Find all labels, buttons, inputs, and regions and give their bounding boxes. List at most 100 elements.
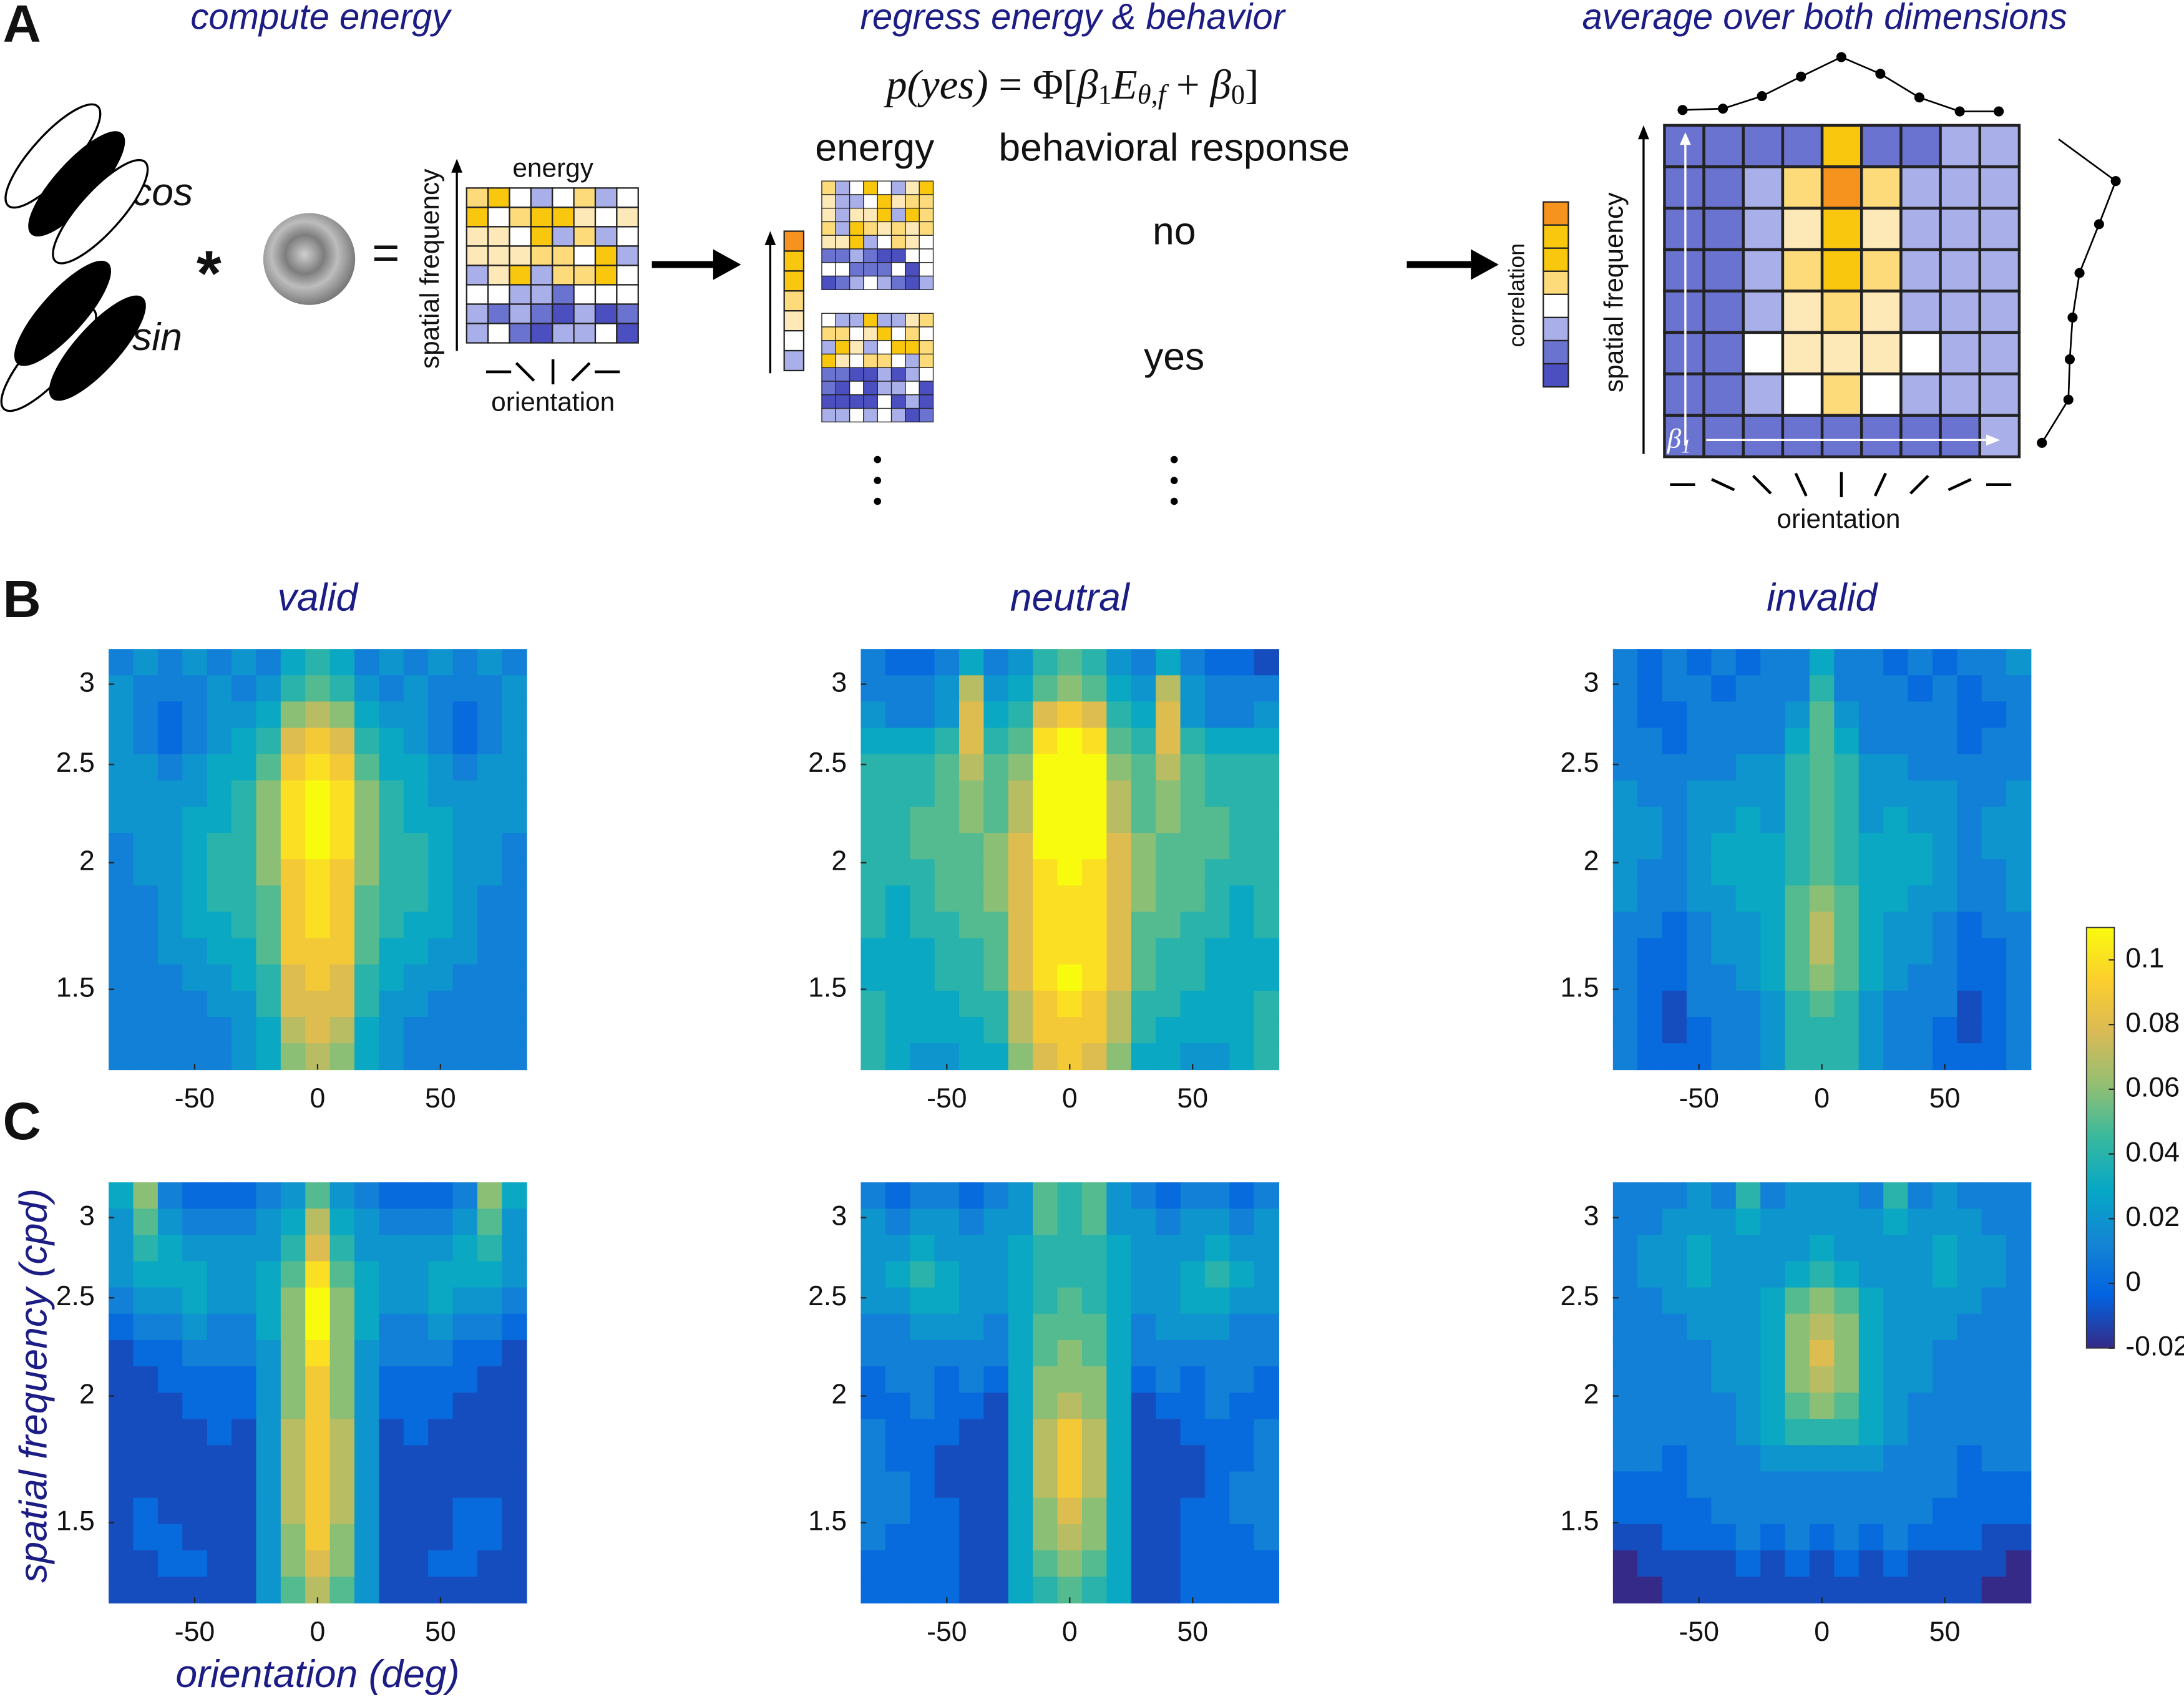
- heatmap-cell: [1033, 990, 1058, 1018]
- heatmap-cell: [280, 1313, 306, 1341]
- heatmap-cell: [207, 649, 232, 676]
- heatmap-cell: [1957, 964, 1982, 991]
- heatmap-cell: [232, 1445, 257, 1472]
- heatmap-cell: [2006, 964, 2032, 991]
- schematic-cell: [835, 340, 851, 355]
- heatmap-cell: [1883, 859, 1909, 887]
- heatmap-cell: [1057, 780, 1083, 807]
- schematic-cell: [466, 323, 489, 344]
- heatmap-cell: [1033, 938, 1058, 965]
- heatmap-cell: [910, 1340, 935, 1367]
- schematic-cell: [509, 323, 532, 344]
- heatmap-cell: [379, 1043, 404, 1071]
- heatmap-cell: [885, 1550, 911, 1577]
- heatmap-cell: [1637, 1182, 1663, 1210]
- heatmap-cell: [452, 1235, 478, 1262]
- heatmap-cell: [1081, 938, 1108, 965]
- heatmap-cell: [1834, 1287, 1860, 1315]
- heatmap-cell: [1254, 1577, 1279, 1604]
- heatmap-cell: [910, 1043, 935, 1071]
- schematic-cell: [849, 407, 864, 423]
- heatmap-cell: [428, 727, 454, 755]
- heatmap-cell: [256, 859, 281, 887]
- heatmap-cell: [477, 675, 503, 703]
- heatmap-cell: [1686, 727, 1712, 755]
- heatmap-cell: [1981, 727, 2007, 755]
- heatmap-cell: [1932, 833, 1958, 860]
- heatmap-cell: [1809, 1497, 1835, 1525]
- heatmap-cell: [329, 1340, 355, 1367]
- schematic-cell: [509, 284, 532, 305]
- heatmap-cell: [1908, 701, 1933, 729]
- heatmap-cell: [1686, 1550, 1712, 1577]
- heatmap-cell: [157, 1287, 183, 1315]
- heatmap-cell: [1057, 912, 1083, 939]
- heatmap-cell: [1981, 1445, 2007, 1472]
- heatmap-cell: [133, 912, 158, 939]
- heatmap-cell: [1711, 1524, 1737, 1551]
- heatmap-cell: [1957, 1287, 1982, 1315]
- heatmap-cell: [1204, 780, 1231, 807]
- heatmap-cell: [1156, 701, 1181, 729]
- heatmap-cell: [256, 1366, 281, 1394]
- heatmap-cell: [1229, 859, 1255, 887]
- heatmap-cell: [428, 990, 454, 1018]
- heatmap-cell: [885, 912, 911, 939]
- heatmap-cell: [1180, 1235, 1206, 1262]
- heatmap-cell: [1612, 1287, 1639, 1315]
- schematic-cell: [821, 262, 836, 277]
- heatmap-cell: [1809, 912, 1835, 939]
- heatmap-cell: [1711, 1261, 1737, 1288]
- heatmap-cell: [2006, 1550, 2032, 1577]
- heatmap-cell: [1229, 806, 1255, 834]
- heatmap-cell: [1834, 1419, 1860, 1446]
- heatmap-cell: [959, 1445, 985, 1472]
- heatmap-cell: [1254, 675, 1279, 703]
- schematic-cell: [573, 207, 597, 228]
- schematic-cell: [863, 313, 878, 328]
- heatmap-cell: [983, 1235, 1009, 1262]
- heatmap-cell: [1809, 1445, 1835, 1472]
- schematic-cell: [1939, 165, 1981, 210]
- heatmap-cell: [1156, 1577, 1181, 1604]
- schematic-cell: [821, 221, 836, 236]
- heatmap-cell: [1637, 859, 1663, 887]
- heatmap-cell: [256, 1471, 281, 1499]
- heatmap-cell: [1637, 912, 1663, 939]
- heatmap-cell: [1106, 1445, 1132, 1472]
- schematic-cell: [835, 235, 851, 250]
- heatmap-cell: [1686, 885, 1712, 913]
- heatmap-cell: [1981, 1287, 2007, 1315]
- heatmap-cell: [1156, 1419, 1181, 1446]
- heatmap-cell: [133, 1445, 158, 1472]
- heatmap-cell: [1957, 885, 1982, 913]
- heatmap-cell: [2006, 675, 2032, 703]
- formula-part: 0: [1231, 79, 1245, 110]
- heatmap-cell: [1612, 1208, 1639, 1236]
- heatmap-cell: [379, 1017, 404, 1044]
- heatmap-cell: [428, 1287, 454, 1315]
- heatmap-cell: [1735, 859, 1762, 887]
- schematic-cell: [1899, 372, 1942, 417]
- heatmap-cell: [428, 701, 454, 729]
- schematic-cell: [1860, 414, 1903, 459]
- heatmap-cell: [502, 1550, 527, 1577]
- heatmap-cell: [1735, 1366, 1762, 1394]
- y-tick-label: 1.5: [56, 1505, 95, 1536]
- heatmap-cell: [1932, 938, 1958, 965]
- heatmap-cell: [403, 1043, 429, 1071]
- heatmap-cell: [983, 885, 1009, 913]
- schematic-cell: [821, 180, 836, 195]
- heatmap-cell: [207, 1340, 232, 1367]
- heatmap-cell: [1834, 1445, 1860, 1472]
- heatmap-cell: [1785, 1497, 1810, 1525]
- heatmap-cell: [1106, 1261, 1132, 1288]
- heatmap-cell: [133, 1261, 158, 1288]
- heatmap-cell: [1981, 1208, 2007, 1236]
- heatmap-cell: [1131, 1393, 1157, 1420]
- heatmap-cell: [1637, 806, 1663, 834]
- heatmap-cell: [1735, 649, 1762, 676]
- heatmap-cell: [354, 1182, 380, 1210]
- heatmap-cell: [1785, 859, 1810, 887]
- schematic-cell: [1978, 207, 2021, 251]
